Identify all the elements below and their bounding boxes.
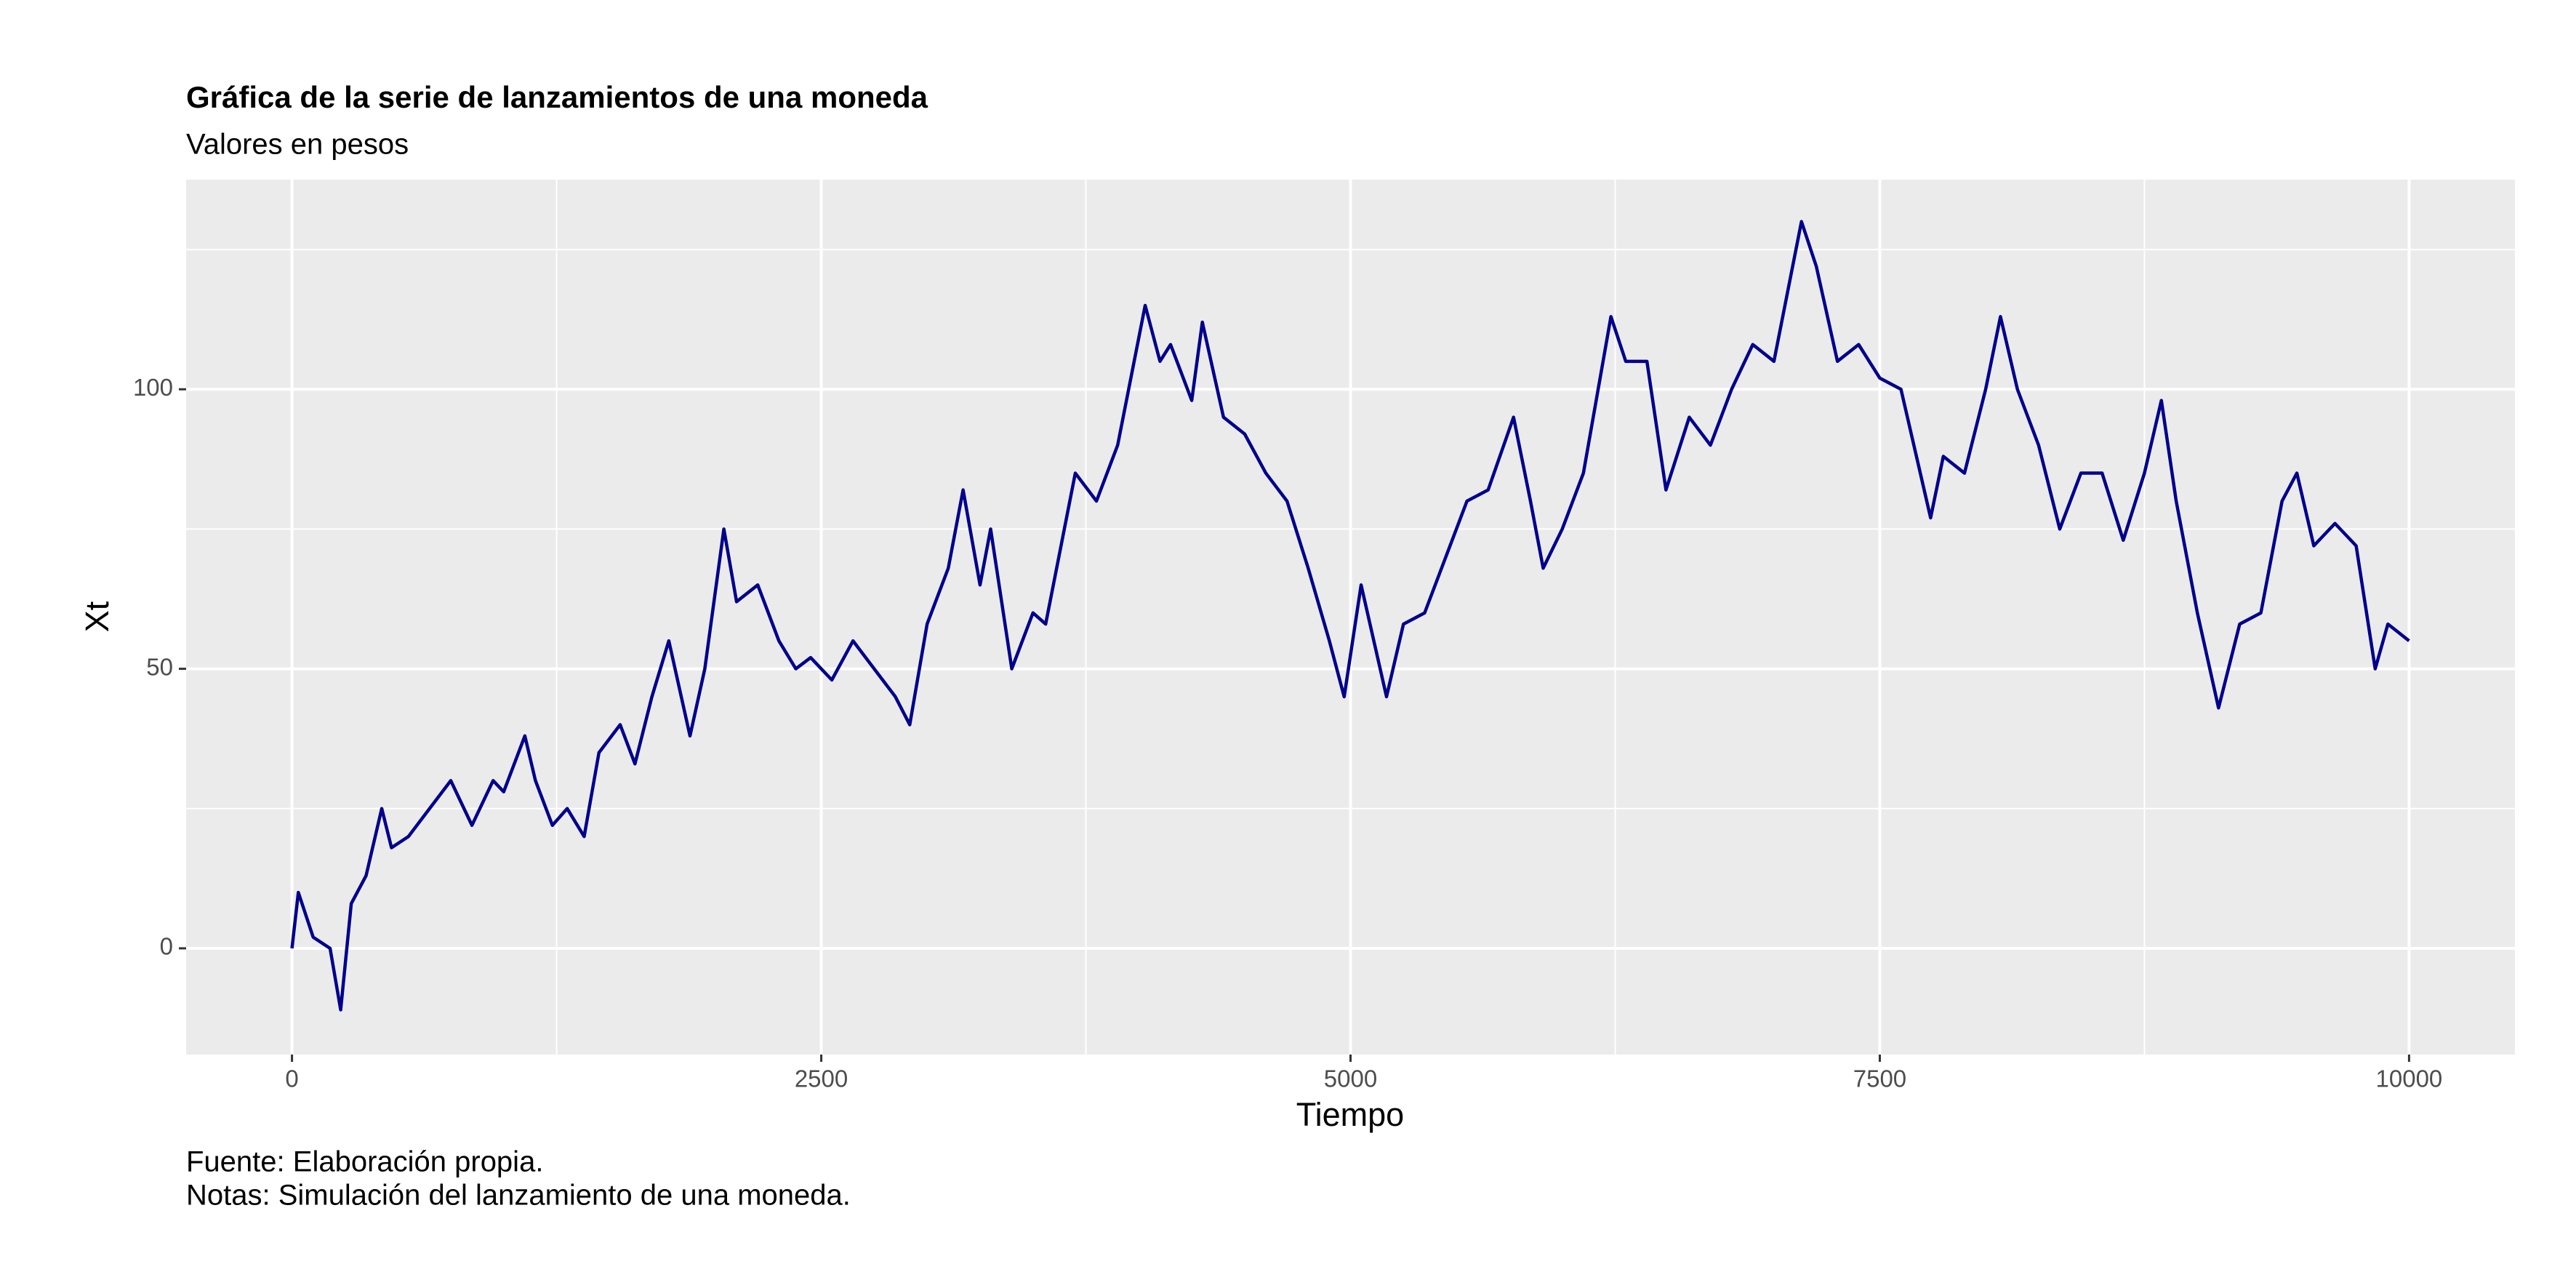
y-tick-label: 100: [133, 374, 173, 401]
chart-title: Gráfica de la serie de lanzamientos de u…: [186, 80, 928, 114]
caption: Fuente: Elaboración propia.: [186, 1146, 543, 1178]
x-axis-title: Tiempo: [1296, 1096, 1404, 1133]
y-tick-label: 50: [146, 653, 173, 680]
y-axis-title: Xt: [79, 601, 116, 632]
x-tick-label: 0: [285, 1065, 298, 1092]
x-tick-label: 10000: [2376, 1065, 2443, 1092]
x-tick-label: 5000: [1324, 1065, 1377, 1092]
y-tick-label: 0: [160, 933, 173, 960]
data-line: [290, 220, 2410, 1012]
x-tick-label: 7500: [1853, 1065, 1906, 1092]
chart-subtitle: Valores en pesos: [186, 129, 409, 161]
caption: Notas: Simulación del lanzamiento de una…: [186, 1180, 851, 1212]
x-tick-label: 2500: [795, 1065, 848, 1092]
